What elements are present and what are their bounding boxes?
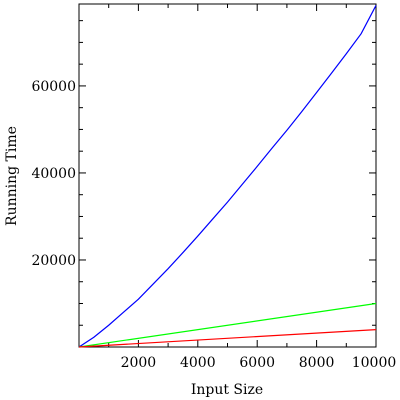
x-tick-label: 10000 xyxy=(352,355,397,371)
plot-frame xyxy=(78,3,377,348)
series-group xyxy=(78,5,377,348)
y-tick-label: 20000 xyxy=(31,253,76,269)
series-line-1 xyxy=(78,5,377,348)
x-tick-label: 6000 xyxy=(239,355,275,371)
x-tick-label: 4000 xyxy=(180,355,216,371)
y-axis-title: Running Time xyxy=(4,126,20,226)
series-line-3 xyxy=(78,328,377,348)
x-tick-label: 2000 xyxy=(121,355,157,371)
series-line-2 xyxy=(78,302,377,348)
tick-labels: 2000 4000 6000 8000 10000 20000 40000 60000 xyxy=(31,79,396,371)
y-tick-label: 40000 xyxy=(31,166,76,182)
x-axis-title: Input Size xyxy=(191,382,263,398)
y-tick-label: 60000 xyxy=(31,79,76,95)
axis-ticks xyxy=(79,4,376,347)
x-tick-label: 8000 xyxy=(299,355,335,371)
